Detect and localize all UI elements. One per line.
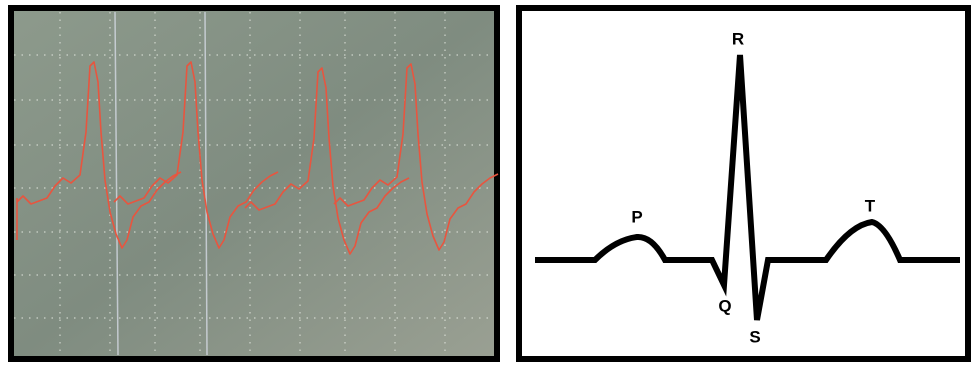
wave-label: T	[865, 196, 876, 215]
wave-label: P	[631, 207, 642, 226]
wave-label: R	[732, 29, 744, 48]
wave-label: Q	[718, 296, 731, 315]
scope-frame	[8, 5, 500, 362]
wave-label: S	[749, 327, 760, 346]
cursor-line	[204, 11, 208, 356]
diagram-frame	[516, 5, 971, 362]
oscilloscope-panel	[8, 5, 500, 362]
cursor-line	[114, 11, 119, 356]
ecg-waveform	[535, 54, 960, 321]
ecg-diagram-panel: P Q R S T	[516, 5, 971, 362]
scope-trace	[16, 61, 499, 255]
scope-grid	[14, 12, 494, 355]
